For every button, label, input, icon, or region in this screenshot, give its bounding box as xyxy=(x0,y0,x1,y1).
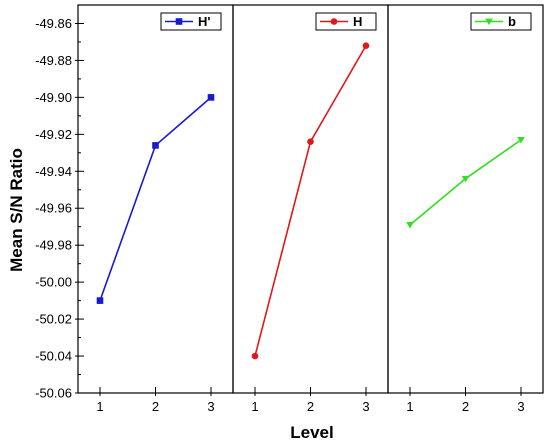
legend-marker-1 xyxy=(330,18,338,25)
y-tick-label-10: -49.86 xyxy=(35,16,72,31)
y-tick-label-5: -49.96 xyxy=(35,201,72,216)
legend-label-0: H' xyxy=(198,14,210,29)
x-tick-label-2-2: 3 xyxy=(517,399,524,414)
x-tick-label-2-1: 2 xyxy=(462,399,469,414)
panel-frame-0 xyxy=(77,4,234,394)
data-point-2-1 xyxy=(461,175,470,183)
legend-marker-2 xyxy=(485,18,493,26)
y-tick-label-0: -50.06 xyxy=(35,386,72,401)
data-point-2-0 xyxy=(406,222,414,229)
x-tick-label-0-1: 2 xyxy=(152,399,159,414)
y-tick-label-7: -49.92 xyxy=(35,127,72,142)
series-line-0 xyxy=(99,96,212,301)
data-point-0-1 xyxy=(152,142,159,149)
y-tick-label-6: -49.94 xyxy=(35,164,72,179)
y-tick-label-2: -50.02 xyxy=(35,312,72,327)
data-point-1-1 xyxy=(307,138,314,146)
series-line-1 xyxy=(254,45,367,357)
y-tick-label-4: -49.98 xyxy=(35,238,72,253)
legend-marker-0 xyxy=(175,18,183,25)
x-tick-label-2-0: 1 xyxy=(406,399,413,414)
x-tick-label-1-0: 1 xyxy=(251,399,258,414)
y-tick-label-1: -50.04 xyxy=(35,349,72,364)
y-tick-label-9: -49.88 xyxy=(35,53,72,68)
panel-frame-1 xyxy=(232,4,389,394)
x-axis-title: Level xyxy=(290,423,333,442)
plot-area: -50.06 -50.04 -50.02 -50.00 -49.98 -49.96 -49.… xyxy=(35,4,544,414)
y-axis-title: Mean S/N Ratio xyxy=(7,148,26,272)
legend-label-2: b xyxy=(508,14,516,29)
data-point-2-2 xyxy=(517,137,525,144)
legend-label-1: H xyxy=(353,14,362,29)
data-point-0-0 xyxy=(96,297,104,304)
panel-frame-2 xyxy=(387,4,544,394)
y-tick-label-8: -49.90 xyxy=(35,90,72,105)
x-tick-label-0-0: 1 xyxy=(96,399,103,414)
data-point-0-2 xyxy=(207,94,215,101)
series-line-2 xyxy=(409,139,522,226)
data-point-1-2 xyxy=(362,42,370,49)
y-tick-label-3: -50.00 xyxy=(35,275,72,290)
x-tick-label-1-1: 2 xyxy=(307,399,314,414)
x-tick-label-1-2: 3 xyxy=(362,399,369,414)
x-tick-label-0-2: 3 xyxy=(207,399,214,414)
data-point-1-0 xyxy=(251,352,259,360)
